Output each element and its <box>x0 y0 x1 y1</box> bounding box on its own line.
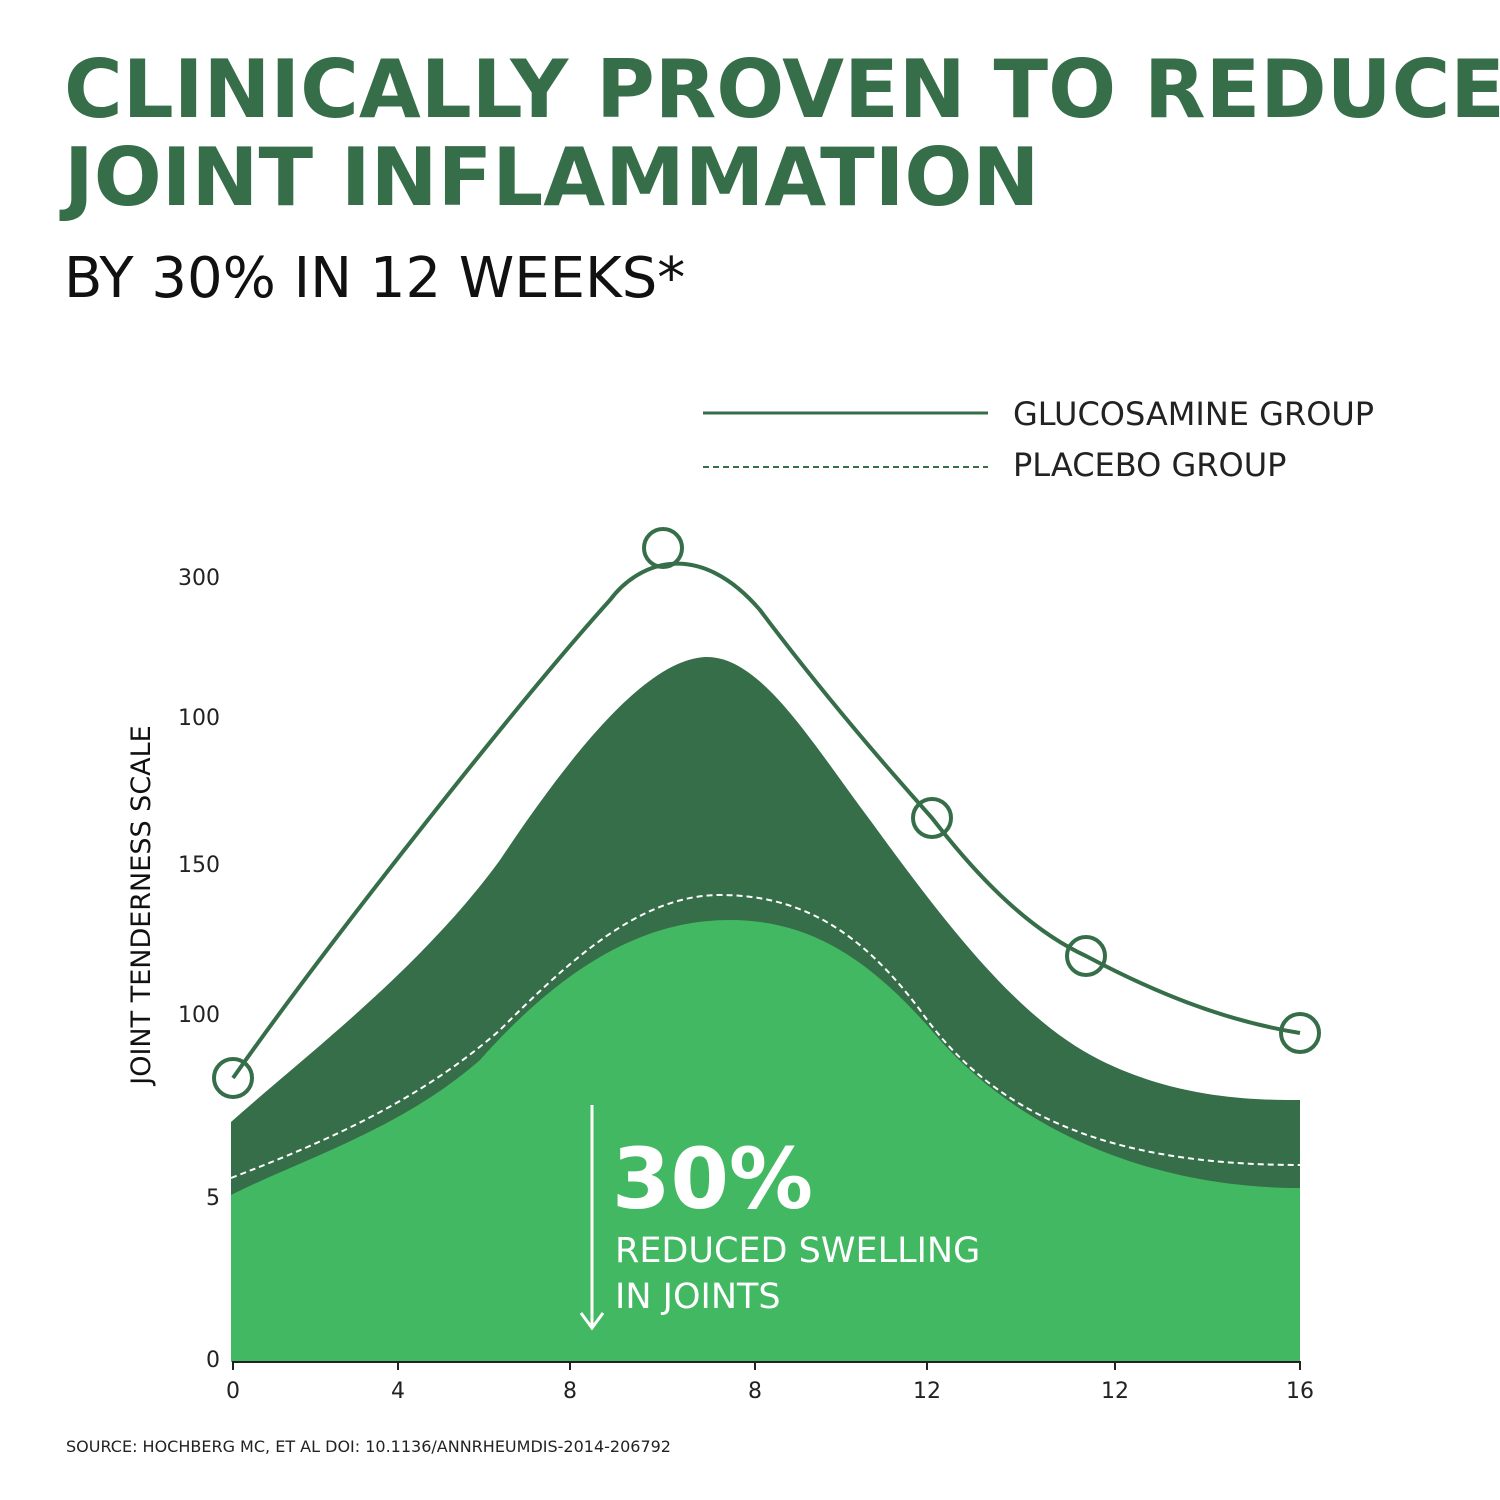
source: SOURCE: HOCHBERG MC, ET AL DOI: 10.1136/… <box>66 1437 671 1456</box>
marker <box>911 797 953 839</box>
x-tick-label: 8 <box>563 1379 577 1404</box>
glucosamine-line <box>231 561 1301 1080</box>
x-tick-label: 12 <box>1101 1379 1129 1404</box>
marker <box>212 1057 254 1099</box>
y-tick-label: 300 <box>178 566 220 591</box>
y-axis-label: JOINT TENDERNESS SCALE <box>126 725 157 1087</box>
annotation-value: 30% <box>612 1130 813 1228</box>
subtitle: BY 30% IN 12 WEEKS* <box>64 246 685 311</box>
title-line: JOINT INFLAMMATION <box>59 131 1039 224</box>
legend-label: PLACEBO GROUP <box>1013 446 1286 484</box>
x-tick-label: 4 <box>391 1379 405 1404</box>
y-tick-label: 100 <box>178 1003 220 1028</box>
y-tick-label: 5 <box>206 1186 220 1211</box>
title-line: CLINICALLY PROVEN TO REDUCE <box>64 43 1500 136</box>
annotation-text: REDUCED SWELLING <box>615 1231 980 1271</box>
arrow-head <box>579 1312 605 1331</box>
marker <box>642 527 684 569</box>
y-tick-label: 100 <box>178 706 220 731</box>
placebo-line <box>230 893 1301 1179</box>
y-tick-label: 0 <box>206 1348 220 1373</box>
x-tick-label: 8 <box>748 1379 762 1404</box>
annotation-text: IN JOINTS <box>615 1277 781 1317</box>
x-ticks <box>232 1362 1301 1370</box>
area-lower <box>231 920 1300 1362</box>
x-tick-label: 12 <box>913 1379 941 1404</box>
legend-label: GLUCOSAMINE GROUP <box>1013 395 1374 433</box>
x-tick-label: 16 <box>1286 1379 1314 1404</box>
marker <box>1279 1012 1321 1054</box>
y-tick-label: 150 <box>178 853 220 878</box>
markers <box>212 527 1321 1099</box>
marker <box>1065 935 1107 977</box>
x-tick-label: 0 <box>226 1379 240 1404</box>
